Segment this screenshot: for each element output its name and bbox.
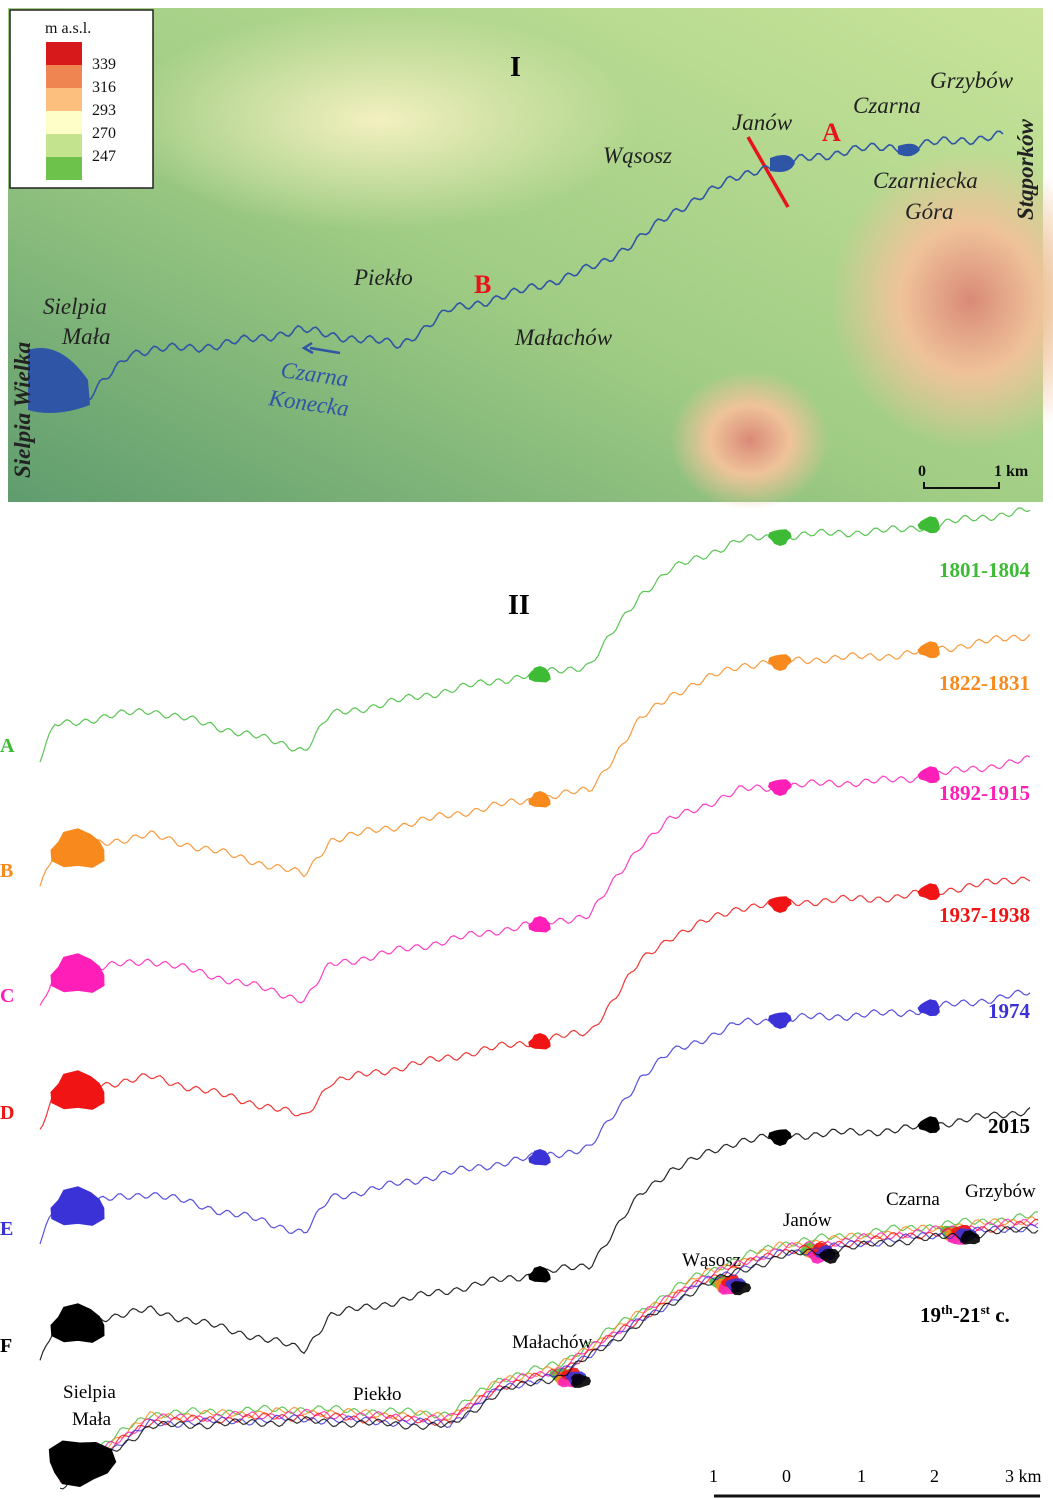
place-label: Piekło — [353, 1384, 402, 1405]
pond — [528, 666, 550, 683]
place-label: Sielpia — [43, 294, 107, 319]
figure: m a.s.l. I Grzybów Czarna Janów Wąsosz C… — [0, 0, 1053, 1499]
scale-label: 1 — [709, 1466, 718, 1486]
legend-label: 316 — [92, 79, 116, 96]
legend-swatch — [46, 42, 82, 65]
place-label: Grzybów — [930, 68, 1014, 93]
legend-swatch — [46, 111, 82, 134]
summary-part: 19 — [920, 1303, 941, 1327]
row-label: A — [0, 735, 15, 757]
summary-label: 19th-21st c. — [920, 1302, 1010, 1327]
place-label: Mała — [72, 1409, 112, 1430]
terrain — [670, 370, 830, 510]
place-label: Grzybów — [965, 1181, 1036, 1202]
period-label: 1822-1831 — [939, 671, 1030, 695]
row-label: C — [0, 985, 14, 1007]
pond — [768, 896, 792, 913]
pond — [768, 654, 792, 671]
pond — [918, 1116, 940, 1133]
place-label: Sielpia Wielka — [10, 342, 35, 478]
pond — [918, 641, 940, 658]
river — [40, 1108, 1030, 1361]
period-label: 1801-1804 — [939, 558, 1030, 582]
lake — [51, 953, 105, 993]
pond — [528, 1149, 550, 1166]
pond — [918, 766, 940, 783]
scale-label: 0 — [918, 463, 926, 480]
scale-label: 1 — [857, 1466, 866, 1486]
cross-section-label: B — [474, 270, 491, 299]
period-label: 2015 — [988, 1114, 1030, 1138]
panel-label: II — [508, 590, 530, 621]
lake — [51, 1303, 105, 1343]
row-label: F — [0, 1335, 12, 1357]
period-label: 1974 — [988, 999, 1031, 1023]
legend-swatch — [46, 88, 82, 111]
lake — [51, 1186, 105, 1226]
river — [40, 508, 1030, 762]
summary-part: th — [941, 1302, 953, 1317]
legend-title: m a.s.l. — [45, 20, 91, 37]
pond — [768, 529, 792, 546]
scale-label: 2 — [930, 1466, 939, 1486]
cross-section-label: A — [822, 118, 841, 147]
row-label: D — [0, 1102, 14, 1124]
terrain — [120, 10, 640, 230]
pond — [528, 916, 550, 933]
legend-swatch — [46, 157, 82, 180]
river — [40, 877, 1030, 1129]
place-label: Góra — [905, 199, 954, 224]
legend-label: 293 — [92, 102, 116, 119]
place-label: Czarna — [853, 93, 921, 118]
place-label: Wąsosz — [603, 143, 672, 168]
period-label: 1937-1938 — [939, 903, 1030, 927]
legend-label: 270 — [92, 125, 116, 142]
place-label: Stąporków — [1013, 118, 1038, 220]
elevation-map: m a.s.l. I Grzybów Czarna Janów Wąsosz C… — [8, 8, 1053, 510]
legend-label: 339 — [92, 56, 116, 73]
pond — [768, 1129, 792, 1146]
pond — [918, 883, 940, 900]
legend-swatch — [46, 65, 82, 88]
river — [40, 990, 1030, 1244]
river-history: II 19th-21st c. Janów Czarna Grzybów Wąs… — [0, 508, 1042, 1496]
summary-part: c. — [990, 1303, 1010, 1327]
legend-swatch — [46, 134, 82, 157]
pond — [571, 1374, 591, 1388]
place-label: Sielpia — [63, 1382, 116, 1403]
scale-label: 1 km — [994, 463, 1029, 480]
pond — [528, 791, 550, 808]
pond — [768, 779, 792, 796]
place-label: Czarna — [886, 1189, 940, 1210]
pond — [768, 1012, 792, 1029]
river — [60, 1227, 1038, 1489]
legend-label: 247 — [92, 148, 116, 165]
row-label: B — [0, 860, 13, 882]
row-label: E — [0, 1218, 13, 1240]
pond — [731, 1281, 752, 1295]
period-label: 1892-1915 — [939, 781, 1030, 805]
place-label: Piekło — [353, 265, 413, 290]
panel-label: I — [510, 52, 521, 83]
lake — [49, 1441, 117, 1488]
place-label: Janów — [732, 110, 793, 135]
lake — [51, 828, 105, 868]
summary-part: -21 — [953, 1303, 981, 1327]
place-label: Małachów — [514, 325, 613, 350]
scale-label: 3 km — [1005, 1466, 1042, 1486]
pond — [528, 1266, 550, 1283]
place-label: Mała — [61, 324, 111, 349]
place-label: Czarniecka — [873, 168, 978, 193]
pond — [528, 1033, 550, 1050]
scale-label: 0 — [782, 1466, 791, 1486]
lake — [51, 1070, 105, 1110]
place-label: Janów — [783, 1210, 832, 1231]
